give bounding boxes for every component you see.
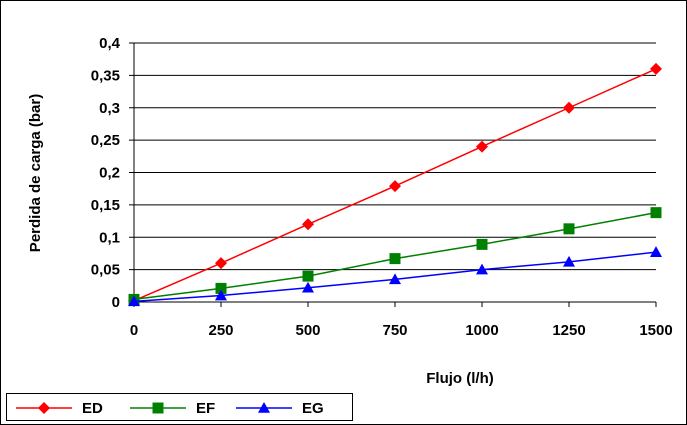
data-point-ed bbox=[476, 140, 488, 153]
y-axis-label: Perdida de carga (bar) bbox=[27, 94, 44, 252]
data-point-eg bbox=[476, 263, 488, 275]
data-point-eg bbox=[563, 255, 575, 267]
data-point-eg bbox=[215, 289, 227, 301]
legend-label-eg: EG bbox=[302, 400, 324, 417]
data-point-ef bbox=[302, 270, 314, 282]
data-point-eg bbox=[302, 281, 314, 293]
y-tick-label: 0,15 bbox=[91, 197, 120, 214]
data-point-ed bbox=[215, 257, 227, 270]
x-tick-label: 250 bbox=[208, 322, 233, 339]
series-eg bbox=[128, 246, 662, 307]
x-tick-label: 1500 bbox=[639, 322, 672, 339]
y-tick-label: 0,1 bbox=[99, 229, 120, 246]
legend: ED EF EG bbox=[6, 393, 353, 421]
legend-marker-ed bbox=[38, 402, 50, 414]
data-point-ef bbox=[389, 253, 401, 265]
data-point-ef bbox=[215, 282, 227, 294]
legend-label-ed: ED bbox=[82, 400, 103, 417]
y-tick-label: 0,05 bbox=[91, 262, 120, 279]
data-point-eg bbox=[389, 273, 401, 285]
x-tick-label: 0 bbox=[130, 322, 138, 339]
data-point-ef bbox=[650, 207, 662, 219]
data-point-ef bbox=[476, 238, 488, 250]
legend-marker-ef bbox=[152, 402, 164, 414]
x-tick-label: 1000 bbox=[465, 322, 498, 339]
series-group bbox=[128, 62, 662, 307]
data-point-eg bbox=[650, 246, 662, 257]
data-point-ed bbox=[563, 101, 575, 114]
data-point-ef bbox=[563, 223, 575, 235]
x-axis-label: Flujo (l/h) bbox=[426, 370, 493, 387]
y-tick-label: 0,3 bbox=[99, 100, 120, 117]
data-point-eg bbox=[128, 295, 140, 307]
y-tick-label: 0,2 bbox=[99, 165, 120, 182]
legend-box bbox=[6, 393, 353, 421]
tick-labels: 0 0,05 0,1 0,15 0,2 0,25 0,3 0,35 0,4 0 250 500 750 1… bbox=[91, 35, 673, 339]
x-tick-label: 1250 bbox=[552, 322, 585, 339]
x-tick-label: 750 bbox=[382, 322, 407, 339]
y-tick-label: 0,35 bbox=[91, 67, 120, 84]
data-point-ed bbox=[389, 180, 401, 193]
x-tick-label: 500 bbox=[295, 322, 320, 339]
data-point-ed bbox=[650, 62, 662, 75]
legend-label-ef: EF bbox=[196, 400, 215, 417]
y-tick-label: 0 bbox=[112, 294, 120, 311]
y-tick-label: 0,4 bbox=[99, 35, 121, 52]
data-point-ed bbox=[302, 218, 314, 231]
y-tick-label: 0,25 bbox=[91, 132, 120, 149]
legend-marker-eg bbox=[258, 402, 270, 413]
